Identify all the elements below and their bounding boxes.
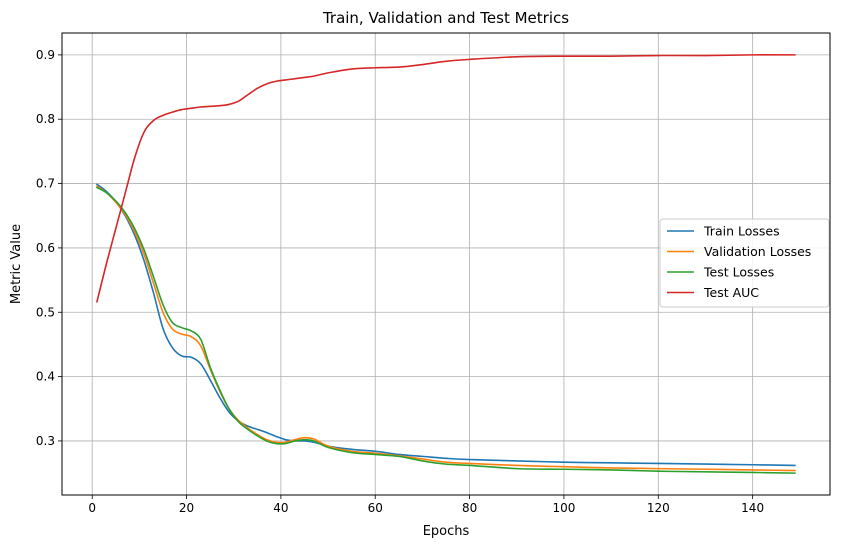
y-tick-label: 0.3: [36, 434, 55, 448]
legend: Train Losses Validation Losses Test Losses…: [659, 218, 830, 308]
x-axis-ticks: 0 20 40 60 80 100 120 140: [88, 495, 764, 515]
y-tick-label: 0.5: [36, 305, 55, 319]
series-line-train-losses: [96, 183, 796, 467]
y-tick-label: 0.6: [36, 241, 55, 255]
x-tick-label: 0: [88, 501, 96, 515]
y-tick-label: 0.9: [36, 48, 55, 62]
legend-label-test-auc: Test AUC: [703, 285, 759, 300]
legend-box: [659, 218, 830, 308]
legend-label-test-losses: Test Losses: [703, 265, 774, 280]
y-tick-label: 0.4: [36, 370, 55, 384]
x-tick-label: 100: [552, 501, 575, 515]
series-line-test-losses: [96, 186, 796, 474]
x-tick-label: 20: [179, 501, 194, 515]
y-tick-label: 0.8: [36, 112, 55, 126]
series-line-test-auc: [96, 54, 796, 303]
y-tick-label: 0.7: [36, 177, 55, 191]
x-tick-label: 60: [368, 501, 383, 515]
series-lines: [96, 54, 796, 474]
x-axis-label: Epochs: [423, 524, 470, 539]
legend-label-train-losses: Train Losses: [703, 224, 780, 239]
legend-label-validation-losses: Validation Losses: [704, 244, 811, 259]
chart-title: Train, Validation and Test Metrics: [322, 9, 569, 27]
series-line-validation-losses: [96, 185, 796, 472]
plot-frame: [61, 32, 831, 496]
x-tick-label: 140: [741, 501, 764, 515]
y-axis-label: Metric Value: [9, 224, 24, 304]
x-tick-label: 120: [647, 501, 670, 515]
grid: [62, 33, 830, 495]
x-tick-label: 40: [273, 501, 288, 515]
y-axis-ticks: 0.3 0.4 0.5 0.6 0.7 0.8 0.9: [36, 48, 62, 448]
x-tick-label: 80: [462, 501, 477, 515]
